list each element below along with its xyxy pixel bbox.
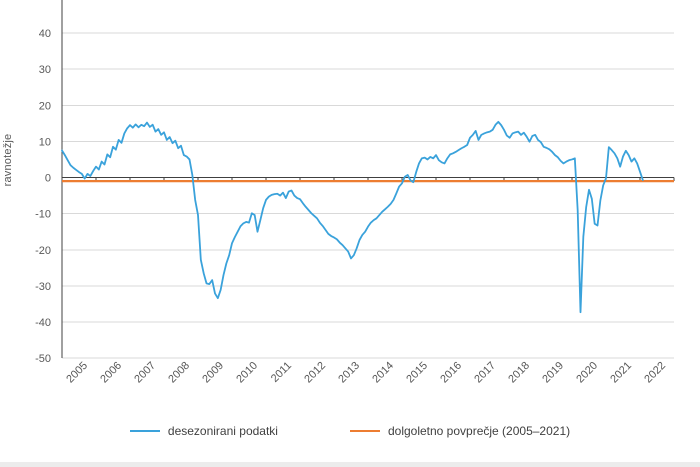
x-tick-label: 2005 bbox=[64, 360, 90, 386]
x-tick-label: 2009 bbox=[200, 360, 226, 386]
x-tick-label: 2020 bbox=[574, 360, 600, 386]
x-tick-label: 2016 bbox=[438, 360, 464, 386]
x-tick-label: 2022 bbox=[642, 360, 668, 386]
series-line-deseasonalized bbox=[61, 120, 644, 314]
y-tick-label: 40 bbox=[39, 28, 51, 40]
x-tick-label: 2006 bbox=[98, 360, 124, 386]
x-tick-label: 2010 bbox=[234, 360, 260, 386]
y-tick-label: -20 bbox=[35, 245, 51, 257]
x-tick-label: 2013 bbox=[336, 360, 362, 386]
y-tick-label: -30 bbox=[35, 281, 51, 293]
y-tick-label: -40 bbox=[35, 317, 51, 329]
x-tick-label: 2011 bbox=[269, 360, 294, 385]
x-tick-label: 2017 bbox=[472, 360, 498, 386]
y-tick-label: -10 bbox=[35, 209, 51, 221]
x-tick-label: 2012 bbox=[302, 360, 328, 386]
y-tick-label: -50 bbox=[35, 353, 51, 365]
x-tick-label: 2019 bbox=[540, 360, 566, 386]
legend-item-deseasonalized: desezonirani podatki bbox=[129, 424, 278, 438]
y-tick-label: 0 bbox=[45, 173, 51, 185]
x-tick-label: 2008 bbox=[166, 360, 192, 386]
y-tick-label: 10 bbox=[39, 136, 51, 148]
x-tick-label: 2007 bbox=[132, 360, 158, 386]
x-tick-label: 2021 bbox=[608, 360, 634, 386]
x-tick-label: 2018 bbox=[506, 360, 532, 386]
bottom-divider-strip bbox=[0, 462, 700, 467]
x-tick-label: 2015 bbox=[404, 360, 430, 386]
legend-line-swatch-orange bbox=[349, 430, 380, 432]
legend-label-deseasonalized: desezonirani podatki bbox=[167, 424, 278, 438]
legend-item-longterm-average: dolgoletno povprečje (2005–2021) bbox=[349, 424, 571, 438]
y-axis-title: ravnotežje bbox=[2, 133, 14, 187]
y-tick-label: 20 bbox=[39, 100, 51, 112]
y-tick-label: 30 bbox=[39, 64, 51, 76]
legend-line-swatch-blue bbox=[129, 430, 160, 432]
legend: desezonirani podatki dolgoletno povprečj… bbox=[0, 421, 700, 441]
legend-label-longterm-average: dolgoletno povprečje (2005–2021) bbox=[387, 424, 571, 438]
x-tick-label: 2014 bbox=[370, 360, 396, 386]
